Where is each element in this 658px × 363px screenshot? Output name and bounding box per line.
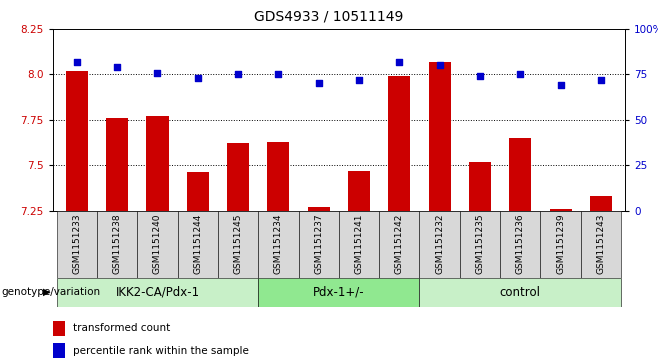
Point (354, 77, 365, 83)
Point (152, 70, 163, 76)
Bar (460, 211, 500, 278)
Bar (500, 211, 540, 278)
Point (193, 75, 203, 81)
Bar (420, 211, 460, 278)
Text: Pdx-1+/-: Pdx-1+/- (313, 286, 365, 299)
Bar (299, 211, 339, 278)
Bar (388, 76, 411, 211)
Point (595, 77, 606, 83)
Point (72, 59, 82, 65)
Text: GSM1151244: GSM1151244 (193, 214, 202, 274)
Text: GSM1151240: GSM1151240 (153, 214, 162, 274)
Bar (420, 278, 621, 307)
Text: GSM1151236: GSM1151236 (516, 214, 525, 274)
Bar (187, 172, 209, 211)
Text: GSM1151234: GSM1151234 (274, 214, 283, 274)
Bar (540, 211, 581, 278)
Bar (53, 321, 65, 336)
Point (555, 82, 566, 88)
Text: GSM1151232: GSM1151232 (435, 214, 444, 274)
Bar (549, 209, 572, 211)
Text: GSM1151237: GSM1151237 (315, 214, 323, 274)
Bar (53, 343, 65, 358)
Text: GSM1151245: GSM1151245 (234, 214, 243, 274)
Text: GSM1151238: GSM1151238 (113, 214, 122, 274)
Text: GSM1151243: GSM1151243 (596, 214, 605, 274)
Bar (509, 138, 532, 211)
Text: percentile rank within the sample: percentile rank within the sample (72, 346, 249, 356)
Text: GSM1151235: GSM1151235 (476, 214, 484, 274)
Bar (138, 211, 178, 278)
Bar (258, 278, 420, 307)
Text: GSM1151233: GSM1151233 (72, 214, 82, 274)
Bar (348, 171, 370, 211)
Text: GSM1151241: GSM1151241 (355, 214, 363, 274)
Text: transformed count: transformed count (72, 323, 170, 333)
Bar (590, 196, 612, 211)
Bar (379, 211, 420, 278)
Point (434, 62, 445, 68)
Bar (581, 211, 621, 278)
Text: control: control (500, 286, 541, 299)
Bar (178, 211, 218, 278)
Point (273, 72, 284, 77)
Bar (428, 62, 451, 211)
Bar (227, 143, 249, 211)
Point (112, 64, 122, 70)
Bar (57, 278, 258, 307)
Bar (469, 162, 491, 211)
Bar (258, 211, 299, 278)
Text: GSM1151239: GSM1151239 (556, 214, 565, 274)
Text: GSM1151242: GSM1151242 (395, 214, 404, 274)
Text: genotype/variation: genotype/variation (1, 287, 101, 297)
Point (515, 72, 526, 77)
Bar (97, 211, 138, 278)
Bar (267, 142, 290, 211)
Bar (146, 116, 168, 211)
Point (394, 59, 405, 65)
Text: IKK2-CA/Pdx-1: IKK2-CA/Pdx-1 (115, 286, 199, 299)
Bar (57, 211, 97, 278)
Point (233, 72, 243, 77)
Point (474, 73, 485, 79)
Bar (308, 207, 330, 211)
Bar (66, 71, 88, 211)
Text: GDS4933 / 10511149: GDS4933 / 10511149 (254, 9, 404, 23)
Text: ▶: ▶ (43, 287, 50, 297)
Bar (339, 211, 379, 278)
Point (313, 81, 324, 86)
Bar (218, 211, 258, 278)
Bar (106, 118, 128, 211)
